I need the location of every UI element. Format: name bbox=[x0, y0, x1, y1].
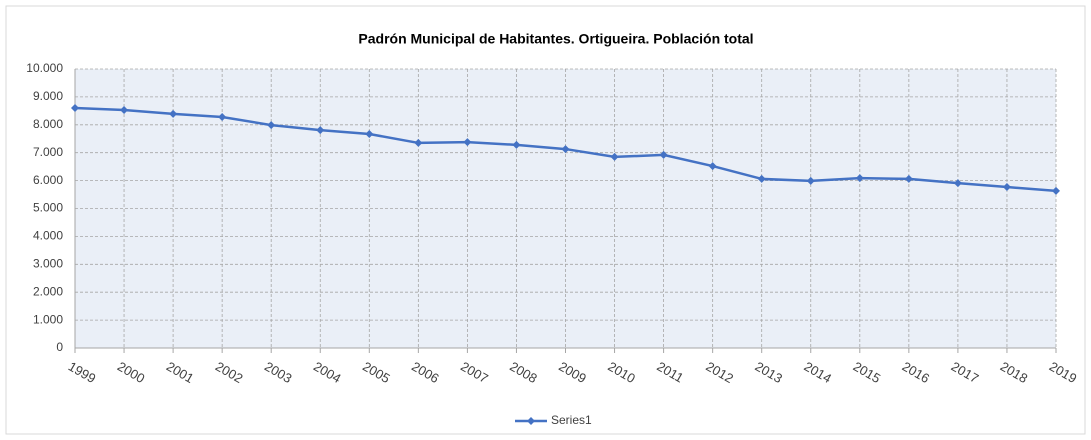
y-tick-label: 8.000 bbox=[33, 117, 63, 131]
point-marker bbox=[512, 140, 521, 149]
point-marker bbox=[316, 126, 325, 135]
legend-marker bbox=[527, 417, 535, 425]
point-marker bbox=[561, 145, 570, 154]
point-marker bbox=[365, 130, 374, 139]
point-marker bbox=[267, 121, 276, 130]
point-marker bbox=[757, 174, 766, 183]
y-tick-label: 10.000 bbox=[26, 61, 63, 75]
point-marker bbox=[806, 176, 815, 185]
y-tick-label: 4.000 bbox=[33, 229, 63, 243]
point-marker bbox=[120, 106, 129, 115]
point-marker bbox=[904, 174, 913, 183]
y-tick-label: 0 bbox=[56, 340, 63, 354]
y-tick-label: 3.000 bbox=[33, 256, 63, 270]
y-tick-label: 7.000 bbox=[33, 145, 63, 159]
y-tick-label: 2.000 bbox=[33, 284, 63, 298]
point-marker bbox=[659, 150, 668, 159]
point-marker bbox=[71, 104, 79, 113]
point-marker bbox=[708, 162, 717, 171]
y-tick-label: 1.000 bbox=[33, 312, 63, 326]
point-marker bbox=[414, 138, 423, 147]
legend-label: Series1 bbox=[551, 413, 592, 427]
point-marker bbox=[1052, 186, 1060, 195]
point-marker bbox=[610, 152, 619, 161]
y-tick-label: 6.000 bbox=[33, 173, 63, 187]
point-marker bbox=[1002, 183, 1011, 192]
point-marker bbox=[953, 179, 962, 188]
point-marker bbox=[463, 138, 472, 147]
point-marker bbox=[855, 174, 864, 183]
chart-title: Padrón Municipal de Habitantes. Ortiguei… bbox=[358, 31, 753, 47]
y-tick-label: 5.000 bbox=[33, 201, 63, 215]
point-marker bbox=[169, 109, 178, 118]
y-tick-label: 9.000 bbox=[33, 89, 63, 103]
point-marker bbox=[218, 112, 227, 121]
